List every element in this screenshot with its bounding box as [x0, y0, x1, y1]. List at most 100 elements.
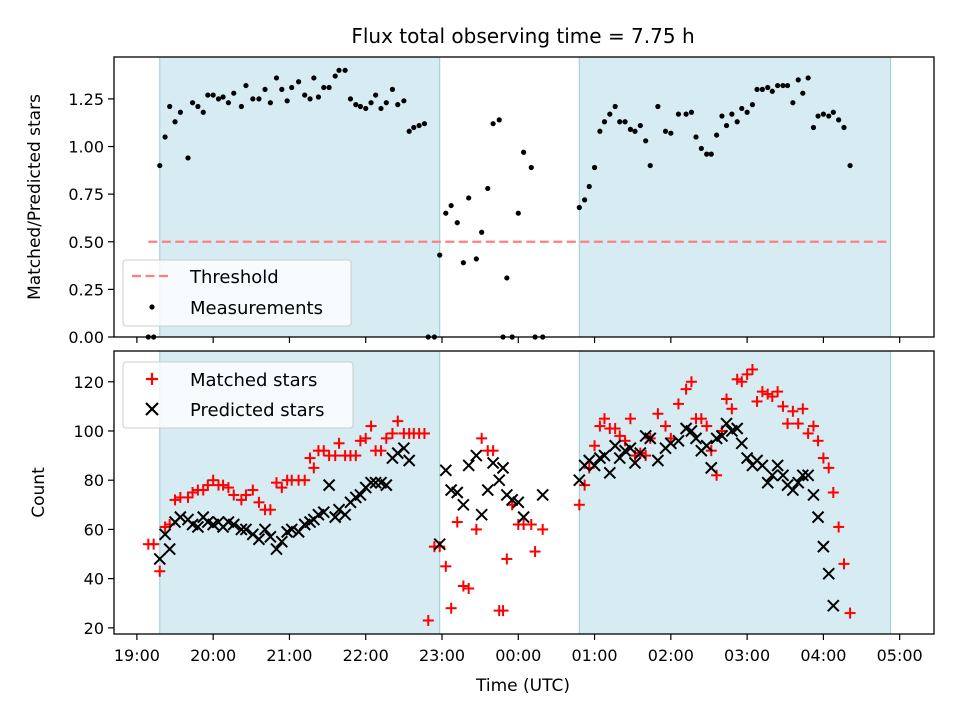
matched-star-point: [276, 482, 288, 494]
predicted-star-point: [588, 459, 601, 472]
measurement-point: [321, 84, 327, 91]
predicted-star-point: [163, 542, 176, 556]
matched-star-point: [253, 496, 265, 508]
measurement-point: [157, 162, 163, 169]
measurement-point: [754, 86, 760, 92]
measurement-point: [759, 86, 765, 92]
measurement-point: [389, 86, 396, 92]
top-x-axis-ticks: [136, 337, 901, 343]
measurement-point: [576, 204, 582, 211]
measurement-point: [698, 145, 704, 152]
matched-star-point: [573, 499, 585, 511]
matched-star-point: [619, 435, 631, 447]
bottom-y-tick-label: 20: [84, 619, 104, 638]
measurement-point: [591, 164, 598, 171]
matched-star-point: [497, 605, 509, 617]
matched-star-point: [844, 607, 856, 619]
measurement-point: [406, 128, 412, 134]
predicted-star-point: [470, 449, 483, 462]
bottom-panel: 20 40 60 80 100 120 19:00 20:00 21:00 22:00 23:00…: [29, 350, 935, 696]
measurement-point: [466, 195, 472, 201]
predicted-star-point: [457, 498, 470, 512]
measurement-point: [200, 109, 206, 115]
bottom-y-tick-label: 40: [84, 570, 104, 589]
matched-star-point: [451, 516, 463, 528]
matched-star-point: [270, 477, 282, 489]
measurement-point: [790, 100, 796, 106]
matched-star-point: [476, 432, 488, 444]
predicted-star-point: [191, 520, 205, 534]
predicted-star-point: [317, 505, 330, 519]
x-tick-label: 05:00: [877, 646, 923, 665]
measurement-point: [205, 92, 211, 98]
matched-star-point: [802, 427, 814, 439]
predicted-star-point: [380, 478, 393, 492]
measurement-point: [378, 105, 384, 112]
measurement-point: [719, 113, 725, 119]
matched-star-point: [766, 391, 778, 403]
predicted-star-point: [651, 454, 665, 467]
bottom-y-axis-ticks: 20 40 60 80 100 120: [73, 373, 114, 638]
matched-star-point: [148, 538, 160, 550]
measurement-point: [243, 82, 249, 89]
legend-predicted-swatch: [145, 402, 159, 416]
measurement-point: [528, 164, 534, 171]
measurement-point: [521, 149, 527, 155]
measurement-point: [289, 84, 295, 91]
predicted-star-point: [239, 523, 253, 536]
predicted-star-point: [807, 488, 820, 502]
measurement-point: [411, 124, 417, 131]
bottom-y-tick-label: 60: [84, 520, 104, 539]
measurement-point: [347, 96, 354, 102]
bottom-y-tick-label: 120: [73, 373, 104, 392]
matched-star-point: [380, 432, 392, 444]
matched-star-point: [787, 405, 799, 417]
measurement-point: [307, 96, 313, 102]
matched-star-point: [812, 435, 824, 447]
measurement-point: [177, 109, 183, 115]
measurement-point: [749, 102, 756, 108]
matched-star-point: [594, 420, 606, 432]
measurement-point: [326, 84, 332, 91]
matched-star-point: [741, 368, 753, 380]
chart-title: Flux total observing time = 7.75 h: [351, 24, 694, 48]
predicted-star-point: [235, 523, 248, 536]
measurement-point: [250, 96, 256, 102]
x-tick-label: 20:00: [190, 646, 236, 665]
matched-star-point: [422, 614, 434, 626]
predicted-star-point: [433, 537, 446, 551]
measurement-point: [172, 119, 178, 125]
predicted-star-point: [486, 456, 500, 470]
measurement-point: [437, 252, 443, 258]
legend-matched-label: Matched stars: [190, 370, 317, 391]
predicted-star-point: [756, 459, 769, 472]
predicted-star-point: [462, 459, 475, 472]
top-y-axis-label: Matched/Predicted stars: [25, 94, 45, 300]
measurement-point: [220, 94, 226, 100]
predicted-star-point: [715, 429, 729, 443]
matched-star-point: [445, 602, 457, 614]
predicted-star-point: [720, 417, 733, 430]
measurement-point: [368, 100, 374, 106]
x-tick-label: 02:00: [648, 646, 694, 665]
measurement-point: [688, 109, 695, 115]
predicted-star-point: [771, 459, 784, 472]
x-tick-label: 00:00: [495, 646, 541, 665]
measurement-point: [675, 111, 682, 117]
matched-star-point: [736, 376, 748, 388]
measurement-point: [336, 67, 342, 73]
matched-star-point: [701, 420, 713, 432]
bottom-axes-frame: [113, 350, 935, 635]
bottom-x-axis-ticks: 19:00 20:00 21:00 22:00 23:00 00:00 01:00 02:00…: [114, 634, 923, 665]
matched-star-point: [304, 452, 316, 464]
measurement-point: [225, 100, 232, 106]
matched-star-point: [365, 420, 377, 432]
bottom-y-axis-label: Count: [29, 467, 49, 518]
predicted-star-point: [354, 488, 367, 502]
x-tick-label: 19:00: [114, 646, 160, 665]
matched-star-point: [614, 430, 626, 442]
predicted-star-point: [252, 533, 266, 546]
matched-star-point: [711, 469, 723, 481]
measurement-point: [820, 111, 826, 117]
matched-star-point: [680, 383, 692, 395]
